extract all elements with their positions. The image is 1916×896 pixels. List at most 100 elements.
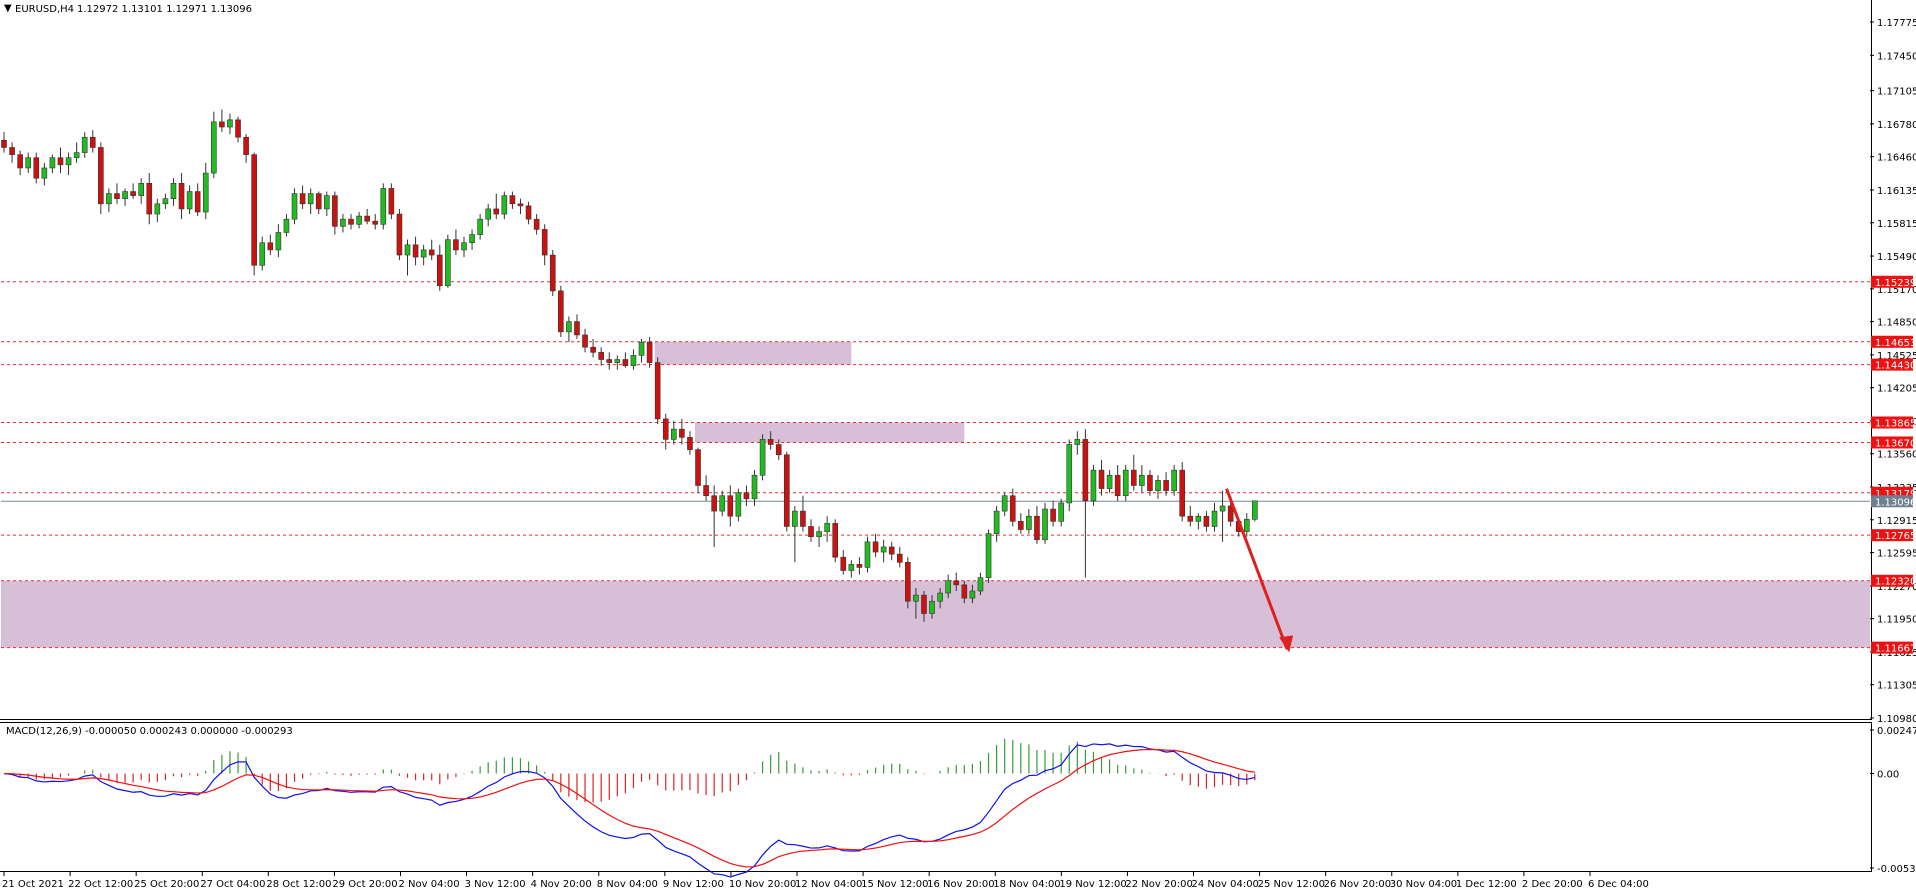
price-tick-label: 1.14525 [1877,351,1916,362]
time-tick-label: 15 Nov 12:00 [861,879,928,890]
time-tick-label: 2 Dec 20:00 [1522,879,1583,890]
candle-body [993,510,1000,534]
candle-body [1163,480,1169,491]
time-tick-label: 22 Oct 12:00 [68,879,133,890]
candle-body [291,193,298,220]
candle-body [743,492,750,500]
level-price-tag [1871,574,1913,587]
candle-body [445,239,451,287]
candle-body [251,154,257,266]
candle-body [832,523,839,558]
candle-body [687,437,693,450]
candle-body [679,428,685,438]
time-tick-label: 25 Oct 20:00 [134,879,199,890]
candle-body [824,523,830,532]
time-tick-label: 3 Nov 12:00 [465,879,526,890]
candle-body [630,355,637,366]
candle-body [775,444,782,456]
candle-body [840,556,847,571]
candle-body [1,140,7,148]
candle-body [194,191,201,213]
price-tick-label: 1.17775 [1877,18,1916,29]
candle-body [574,321,580,336]
candle-body [767,439,774,445]
time-tick-label: 8 Nov 04:00 [597,879,658,890]
candle-body [1098,469,1105,489]
candle-body [816,531,822,538]
time-tick-label: 16 Nov 20:00 [927,879,994,890]
candle-body [428,249,435,256]
macd-chart[interactable]: 0.002477 0.00 -0.005374 [0,723,1916,878]
candle-body [703,485,709,497]
price-chart-panel[interactable]: 1.17775 1.17450 1.17105 1.16780 1.16460 1.161… [0,0,1916,725]
current-price-label: 1.13096 [1875,497,1916,508]
candle-body [848,564,855,571]
candle-body [73,152,80,159]
price-tick-label: 1.16460 [1877,153,1916,164]
current-price-tag [1871,495,1913,508]
price-tick-label: 1.11950 [1877,615,1916,626]
candle-body [493,208,500,215]
candle-body [671,428,677,440]
triangle-down-icon[interactable]: ▼ [4,3,12,14]
time-tick-label: 28 Oct 12:00 [266,879,331,890]
time-tick-label: 2 Nov 04:00 [399,879,460,890]
level-price-label: 1.12765 [1875,531,1916,542]
candle-body [719,495,726,512]
candle-body [106,193,112,205]
candle-body [307,193,314,205]
price-tick-label: 1.15815 [1877,219,1916,230]
candle-body [323,195,330,210]
candle-body [170,183,177,199]
candle-body [896,553,903,563]
time-tick-label: 12 Nov 04:00 [795,879,862,890]
candle-body [509,195,516,205]
candle-body [178,183,185,210]
candle-body [404,244,411,256]
candle-body [622,359,629,366]
candle-body [759,439,766,476]
level-price-label: 1.13865 [1875,418,1916,429]
macd-panel[interactable]: 0.002477 0.00 -0.005374 MACD(12,26,9) -0.0… [0,722,1916,878]
candle-body [711,495,717,512]
level-price-tag [1871,436,1913,449]
candle-body [985,533,992,578]
candle-body [420,249,427,258]
candle-body [65,157,72,166]
candle-body [945,580,951,594]
signal-line [3,748,1255,868]
candle-body [146,183,153,215]
candle-body [1018,521,1024,530]
level-price-label: 1.14430 [1875,361,1916,372]
candle-body [485,208,492,220]
candle-body [856,564,863,568]
candle-body [929,600,935,614]
candle-body [41,167,48,179]
candle-body [89,136,96,148]
candle-body [388,188,395,215]
time-tick-label: 30 Nov 04:00 [1390,879,1457,890]
time-tick-label: 19 Nov 12:00 [1059,879,1126,890]
candle-body [275,232,282,251]
candle-body [461,242,467,251]
price-chart[interactable]: 1.17775 1.17450 1.17105 1.16780 1.16460 1.161… [0,0,1916,725]
time-tick-label: 25 Nov 12:00 [1258,879,1325,890]
candle-body [606,359,613,363]
candle-body [1227,505,1234,522]
level-price-label: 1.15239 [1875,278,1916,289]
price-tick-label: 1.16780 [1877,120,1916,131]
candle-body [81,136,88,153]
candle-body [517,203,524,207]
candle-body [566,321,572,333]
time-tick-label: 21 Oct 2021 [2,879,64,890]
price-tick-label: 1.11305 [1877,681,1916,692]
candle-body [332,195,338,227]
candle-body [598,352,604,360]
candle-body [1139,474,1145,486]
macd-header: MACD(12,26,9) -0.000050 0.000243 0.00000… [6,726,293,737]
price-tick-label: 1.12915 [1877,516,1916,527]
time-tick-label: 26 Nov 20:00 [1324,879,1391,890]
candle-body [880,546,887,553]
candle-body [1090,469,1097,502]
